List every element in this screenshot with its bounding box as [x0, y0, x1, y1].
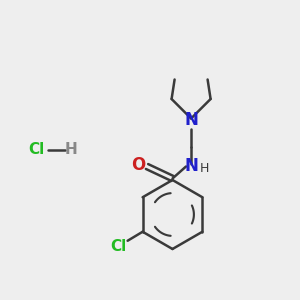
Text: Cl: Cl	[110, 239, 127, 254]
Text: N: N	[184, 157, 198, 175]
Text: Cl: Cl	[28, 142, 44, 158]
Text: N: N	[184, 111, 198, 129]
Text: O: O	[131, 156, 145, 174]
Text: H: H	[64, 142, 77, 158]
Text: H: H	[199, 162, 209, 176]
